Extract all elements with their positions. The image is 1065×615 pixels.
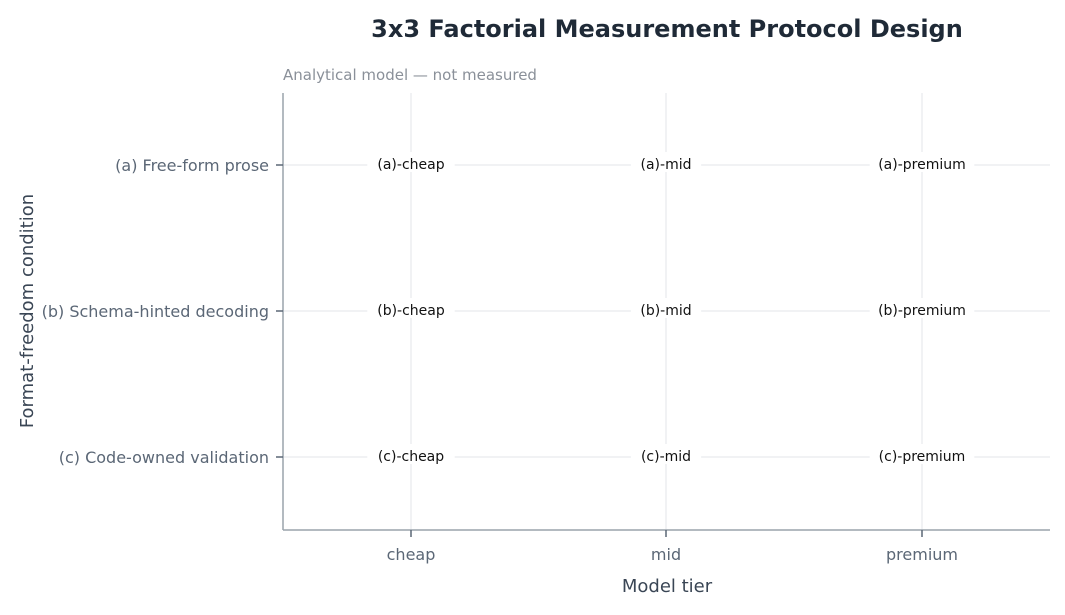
cell-label: (b)-mid bbox=[640, 303, 691, 319]
chart-title: 3x3 Factorial Measurement Protocol Desig… bbox=[371, 15, 963, 43]
y-tick-label-0: (a) Free-form prose bbox=[115, 156, 269, 175]
cell-label: (c)-mid bbox=[641, 449, 691, 465]
cell-label-bg bbox=[869, 152, 975, 172]
y-axis-title: Format-freedom condition bbox=[17, 194, 38, 428]
cell-label-bg bbox=[869, 298, 975, 318]
x-tick-label-0: cheap bbox=[387, 545, 436, 564]
cell-labels: (a)-cheap (a)-mid (a)-premium (b)-cheap (b)-… bbox=[367, 152, 975, 465]
cell-label-bg bbox=[367, 444, 455, 464]
cell-label-bg bbox=[630, 298, 702, 318]
cell-label: (a)-cheap bbox=[377, 157, 444, 173]
cell-label-bg bbox=[630, 152, 702, 172]
cell-label: (a)-premium bbox=[878, 157, 966, 173]
cell-label-bg bbox=[367, 152, 455, 172]
ticks: cheap mid premium (a) Free-form prose (b) Sc… bbox=[42, 156, 958, 564]
y-tick-label-1: (b) Schema-hinted decoding bbox=[42, 302, 269, 321]
cell-label: (c)-cheap bbox=[378, 449, 444, 465]
cell-label: (b)-cheap bbox=[377, 303, 445, 319]
y-tick-label-2: (c) Code-owned validation bbox=[59, 448, 269, 467]
cell-label: (c)-premium bbox=[879, 449, 966, 465]
cell-label-bg bbox=[869, 444, 975, 464]
cell-label: (a)-mid bbox=[641, 157, 692, 173]
chart-subtitle: Analytical model — not measured bbox=[283, 66, 537, 84]
cell-label-bg bbox=[630, 444, 702, 464]
cell-label: (b)-premium bbox=[878, 303, 966, 319]
cell-label-bg bbox=[367, 298, 455, 318]
x-axis-title: Model tier bbox=[622, 576, 713, 597]
x-tick-label-1: mid bbox=[651, 545, 681, 564]
x-tick-label-2: premium bbox=[886, 545, 958, 564]
